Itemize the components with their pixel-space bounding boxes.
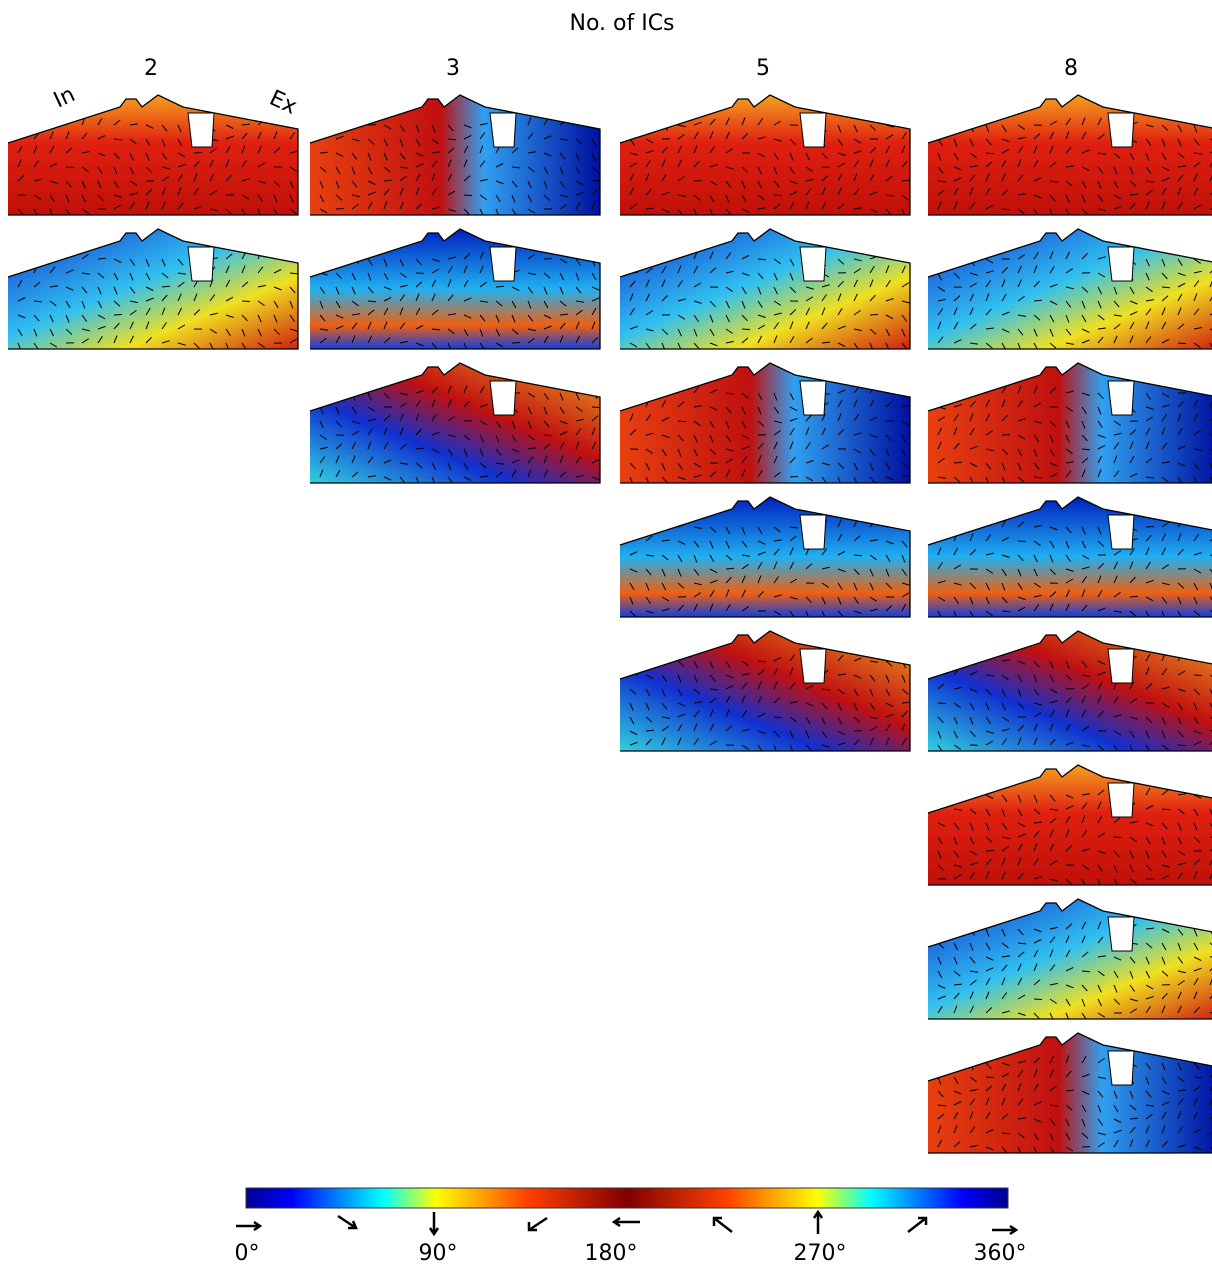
ic-panel xyxy=(620,229,910,350)
heatmap xyxy=(928,631,1212,751)
ic-panel xyxy=(928,229,1212,351)
ic-panel xyxy=(8,229,298,350)
insert xyxy=(490,247,516,281)
colorbar-label: 360° xyxy=(974,1241,1027,1266)
exhaust-label: Ex xyxy=(265,86,300,120)
insert xyxy=(1108,381,1134,415)
insert xyxy=(188,247,214,281)
ic-panel xyxy=(620,95,910,216)
ic-panel xyxy=(928,631,1212,753)
heatmap xyxy=(928,363,1212,483)
ic-panel xyxy=(310,95,600,216)
insert xyxy=(188,113,214,147)
direction-arrows xyxy=(236,1212,1016,1234)
colorbar-label: 0° xyxy=(235,1241,260,1266)
insert xyxy=(800,381,826,415)
figure: No. of ICs 2 3 5 8 In Ex 0° 90° 180° 270° 360° xyxy=(0,0,1212,1267)
column-label: 5 xyxy=(756,56,770,81)
colorbar-label: 90° xyxy=(419,1241,458,1266)
colorbar-label: 180° xyxy=(585,1241,638,1266)
insert xyxy=(1108,917,1134,951)
insert xyxy=(490,381,516,415)
ic-panel xyxy=(928,95,1212,216)
insert xyxy=(1108,515,1134,549)
ic-panel xyxy=(620,497,910,618)
column-label: 3 xyxy=(446,56,460,81)
ic-panel xyxy=(620,363,910,484)
insert xyxy=(1108,113,1134,147)
heatmap xyxy=(620,95,910,215)
heatmap xyxy=(620,497,910,617)
colorbar xyxy=(246,1188,1008,1208)
ic-panel xyxy=(928,1033,1212,1154)
ic-panel xyxy=(620,631,910,752)
heatmap xyxy=(928,899,1212,1019)
heatmap xyxy=(310,229,600,349)
ic-panel xyxy=(310,363,600,484)
heatmap xyxy=(620,363,910,483)
insert xyxy=(800,113,826,147)
ic-panel xyxy=(928,765,1212,886)
heatmap xyxy=(928,1033,1212,1153)
insert xyxy=(1108,783,1134,817)
ic-panel xyxy=(928,899,1212,1020)
figure-title: No. of ICs xyxy=(569,11,674,36)
insert xyxy=(490,113,516,147)
insert xyxy=(800,649,826,683)
colorbar-label: 270° xyxy=(794,1241,847,1266)
heatmap xyxy=(310,363,600,483)
ic-panel xyxy=(8,95,298,216)
insert xyxy=(800,247,826,281)
heatmap xyxy=(928,229,1212,349)
heatmap xyxy=(928,95,1212,215)
inlet-label: In xyxy=(50,82,79,113)
insert xyxy=(1108,649,1134,683)
ic-panel xyxy=(928,363,1212,485)
column-label: 2 xyxy=(144,56,158,81)
column-label: 8 xyxy=(1064,56,1078,81)
insert xyxy=(800,515,826,549)
ic-panel xyxy=(928,497,1212,619)
ic-panel xyxy=(310,229,600,350)
insert xyxy=(1108,247,1134,281)
insert xyxy=(1108,1051,1134,1085)
